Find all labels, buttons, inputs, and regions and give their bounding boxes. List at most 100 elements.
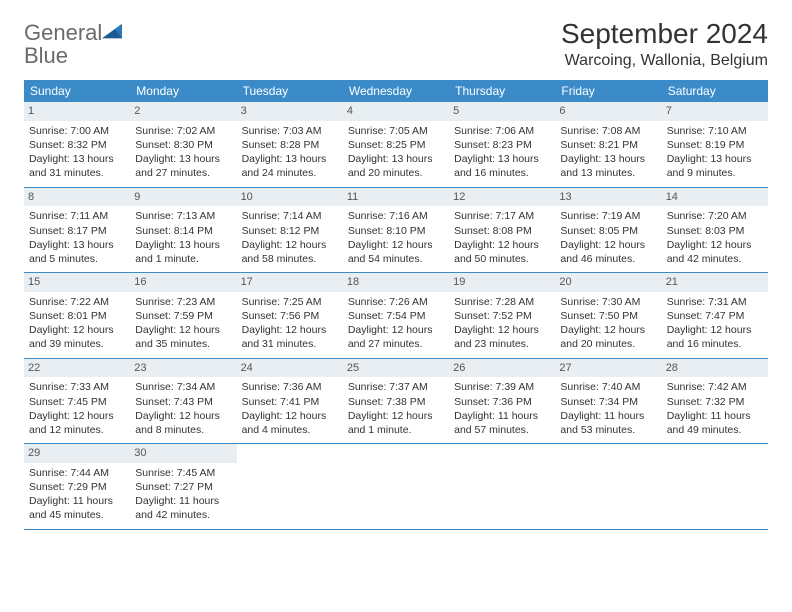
day-number: 7 [662,102,768,121]
day-cell: 17Sunrise: 7:25 AMSunset: 7:56 PMDayligh… [237,273,343,358]
sunrise-text: Sunrise: 7:11 AM [29,209,125,223]
sunset-text: Sunset: 7:34 PM [560,395,656,409]
sunset-text: Sunset: 8:30 PM [135,138,231,152]
sunrise-text: Sunrise: 7:02 AM [135,124,231,138]
sunrise-text: Sunrise: 7:03 AM [242,124,338,138]
sunset-text: Sunset: 8:23 PM [454,138,550,152]
dow-cell: Friday [555,80,661,102]
day-cell: 4Sunrise: 7:05 AMSunset: 8:25 PMDaylight… [343,102,449,187]
sunset-text: Sunset: 8:25 PM [348,138,444,152]
day-number: 13 [555,188,661,207]
daylight-text: Daylight: 13 hours and 1 minute. [135,238,231,266]
logo-text: General Blue [24,22,124,68]
day-number: 30 [130,444,236,463]
daylight-text: Daylight: 13 hours and 24 minutes. [242,152,338,180]
sunrise-text: Sunrise: 7:22 AM [29,295,125,309]
daylight-text: Daylight: 12 hours and 54 minutes. [348,238,444,266]
daylight-text: Daylight: 12 hours and 35 minutes. [135,323,231,351]
sunrise-text: Sunrise: 7:37 AM [348,380,444,394]
sunset-text: Sunset: 8:28 PM [242,138,338,152]
daylight-text: Daylight: 13 hours and 9 minutes. [667,152,763,180]
dow-cell: Monday [130,80,236,102]
day-cell: 14Sunrise: 7:20 AMSunset: 8:03 PMDayligh… [662,188,768,273]
day-number: 24 [237,359,343,378]
daylight-text: Daylight: 12 hours and 20 minutes. [560,323,656,351]
day-number: 6 [555,102,661,121]
daylight-text: Daylight: 12 hours and 8 minutes. [135,409,231,437]
day-cell: 10Sunrise: 7:14 AMSunset: 8:12 PMDayligh… [237,188,343,273]
day-number: 10 [237,188,343,207]
dow-cell: Thursday [449,80,555,102]
daylight-text: Daylight: 12 hours and 46 minutes. [560,238,656,266]
sunset-text: Sunset: 8:03 PM [667,224,763,238]
sunrise-text: Sunrise: 7:34 AM [135,380,231,394]
sunset-text: Sunset: 8:05 PM [560,224,656,238]
day-cell: 25Sunrise: 7:37 AMSunset: 7:38 PMDayligh… [343,359,449,444]
day-number: 22 [24,359,130,378]
daylight-text: Daylight: 11 hours and 57 minutes. [454,409,550,437]
day-cell: 26Sunrise: 7:39 AMSunset: 7:36 PMDayligh… [449,359,555,444]
sunrise-text: Sunrise: 7:44 AM [29,466,125,480]
logo-triangle-icon [102,22,124,40]
day-cell: 19Sunrise: 7:28 AMSunset: 7:52 PMDayligh… [449,273,555,358]
daylight-text: Daylight: 12 hours and 42 minutes. [667,238,763,266]
days-of-week-row: SundayMondayTuesdayWednesdayThursdayFrid… [24,80,768,102]
sunset-text: Sunset: 7:29 PM [29,480,125,494]
day-number: 3 [237,102,343,121]
logo-text-blue: Blue [24,43,68,68]
dow-cell: Tuesday [237,80,343,102]
sunset-text: Sunset: 8:12 PM [242,224,338,238]
daylight-text: Daylight: 12 hours and 58 minutes. [242,238,338,266]
sunset-text: Sunset: 7:32 PM [667,395,763,409]
daylight-text: Daylight: 12 hours and 50 minutes. [454,238,550,266]
sunrise-text: Sunrise: 7:10 AM [667,124,763,138]
daylight-text: Daylight: 12 hours and 23 minutes. [454,323,550,351]
day-number: 12 [449,188,555,207]
calendar: SundayMondayTuesdayWednesdayThursdayFrid… [24,80,768,530]
day-cell: 2 Sunrise: 7:02 AMSunset: 8:30 PMDaylight… [130,102,236,187]
day-cell: 24Sunrise: 7:36 AMSunset: 7:41 PMDayligh… [237,359,343,444]
day-number: 27 [555,359,661,378]
day-cell: 6Sunrise: 7:08 AMSunset: 8:21 PMDaylight… [555,102,661,187]
day-number: 2 [130,102,236,121]
daylight-text: Daylight: 13 hours and 27 minutes. [135,152,231,180]
logo: General Blue [24,18,124,68]
sunrise-text: Sunrise: 7:00 AM [29,124,125,138]
sunset-text: Sunset: 8:19 PM [667,138,763,152]
daylight-text: Daylight: 13 hours and 5 minutes. [29,238,125,266]
day-cell: 9Sunrise: 7:13 AMSunset: 8:14 PMDaylight… [130,188,236,273]
week-row: 22Sunrise: 7:33 AMSunset: 7:45 PMDayligh… [24,359,768,445]
sunrise-text: Sunrise: 7:45 AM [135,466,231,480]
day-cell-empty [449,444,555,529]
dow-cell: Wednesday [343,80,449,102]
sunrise-text: Sunrise: 7:25 AM [242,295,338,309]
week-row: 1Sunrise: 7:00 AMSunset: 8:32 PMDaylight… [24,102,768,188]
day-cell: 13 Sunrise: 7:19 AMSunset: 8:05 PMDayligh… [555,188,661,273]
day-number: 21 [662,273,768,292]
daylight-text: Daylight: 12 hours and 4 minutes. [242,409,338,437]
day-cell: 8Sunrise: 7:11 AMSunset: 8:17 PMDaylight… [24,188,130,273]
week-row: 29 Sunrise: 7:44 AMSunset: 7:29 PM Dayligh… [24,444,768,530]
day-cell: 23Sunrise: 7:34 AMSunset: 7:43 PMDayligh… [130,359,236,444]
sunrise-text: Sunrise: 7:36 AM [242,380,338,394]
day-cell: 5Sunrise: 7:06 AMSunset: 8:23 PMDaylight… [449,102,555,187]
day-cell: 27Sunrise: 7:40 AMSunset: 7:34 PMDayligh… [555,359,661,444]
week-row: 8Sunrise: 7:11 AMSunset: 8:17 PMDaylight… [24,188,768,274]
sunset-text: Sunset: 7:27 PM [135,480,231,494]
day-number: 5 [449,102,555,121]
sunset-text: Sunset: 7:56 PM [242,309,338,323]
sunrise-text: Sunrise: 7:28 AM [454,295,550,309]
day-number: 17 [237,273,343,292]
day-cell: 20Sunrise: 7:30 AMSunset: 7:50 PMDayligh… [555,273,661,358]
day-cell: 18Sunrise: 7:26 AMSunset: 7:54 PMDayligh… [343,273,449,358]
day-number: 20 [555,273,661,292]
daylight-text: Daylight: 11 hours and 42 minutes. [135,494,231,522]
day-number: 8 [24,188,130,207]
day-number: 4 [343,102,449,121]
sunset-text: Sunset: 7:54 PM [348,309,444,323]
sunset-text: Sunset: 7:52 PM [454,309,550,323]
sunrise-text: Sunrise: 7:39 AM [454,380,550,394]
sunrise-text: Sunrise: 7:19 AM [560,209,656,223]
day-number: 29 [24,444,130,463]
dow-cell: Sunday [24,80,130,102]
